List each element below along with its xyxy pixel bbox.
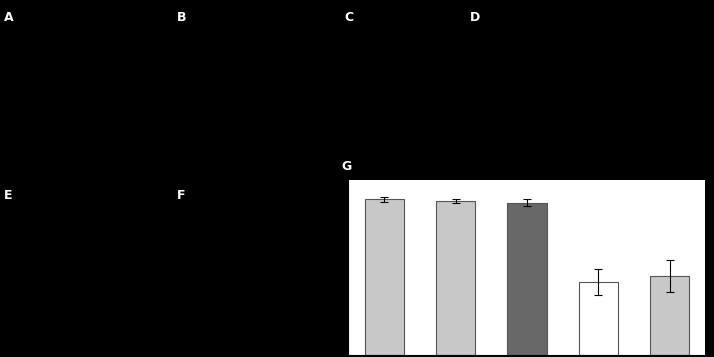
Bar [650, 276, 689, 355]
Text: E: E [4, 189, 12, 202]
Y-axis label: marker expression (% of cells): marker expression (% of cells) [306, 194, 316, 342]
Text: A: A [4, 11, 13, 24]
Text: C: C [345, 11, 354, 24]
Bar [436, 201, 476, 355]
Bar [578, 282, 618, 355]
Bar [508, 202, 546, 355]
Bar [365, 199, 404, 355]
Text: D: D [470, 11, 480, 24]
Text: F: F [177, 189, 186, 202]
Text: G: G [341, 160, 351, 173]
Text: B: B [177, 11, 186, 24]
